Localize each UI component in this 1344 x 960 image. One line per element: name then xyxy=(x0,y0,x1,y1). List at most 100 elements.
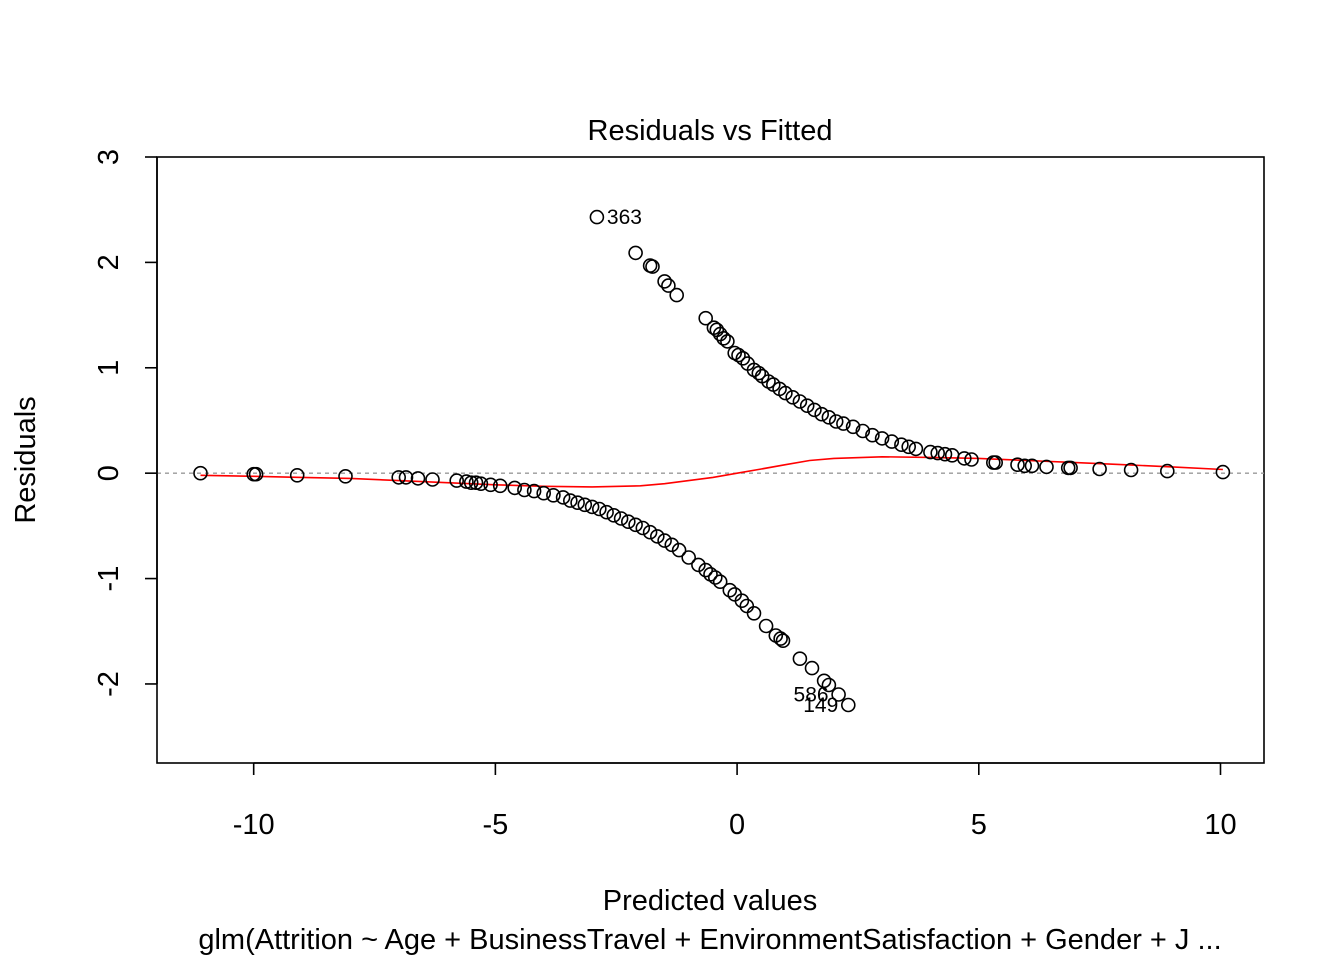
residual-point xyxy=(526,483,542,499)
residual-point xyxy=(908,441,924,457)
residual-point xyxy=(645,259,660,274)
residual-point xyxy=(778,385,793,401)
residual-point xyxy=(930,445,946,461)
residual-point xyxy=(562,493,578,508)
residual-point xyxy=(391,470,407,485)
x-tick-label: -5 xyxy=(482,809,508,841)
residual-point xyxy=(398,470,414,485)
residual-point xyxy=(831,687,846,702)
residual-point xyxy=(1024,458,1040,474)
plot-frame xyxy=(156,156,1265,764)
y-tick-label: 1 xyxy=(93,360,125,376)
residual-point xyxy=(338,468,353,484)
residual-point xyxy=(410,471,426,486)
residual-point xyxy=(589,209,605,225)
residual-point xyxy=(828,414,844,429)
residual-point xyxy=(799,398,815,414)
y-tick-label: 0 xyxy=(93,465,125,481)
residual-point xyxy=(1010,457,1025,473)
residual-point xyxy=(691,557,706,573)
residual-point xyxy=(657,533,672,548)
residual-point xyxy=(836,416,851,431)
residual-point xyxy=(758,618,774,634)
residual-point xyxy=(840,697,856,713)
residual-point xyxy=(988,455,1004,470)
y-tick-label: 3 xyxy=(93,149,125,165)
residual-point xyxy=(649,529,665,544)
residual-point xyxy=(669,287,685,303)
residual-point xyxy=(1017,458,1032,474)
residual-point xyxy=(635,520,651,536)
residual-point xyxy=(731,347,746,363)
residual-point xyxy=(956,451,972,466)
residual-point xyxy=(507,480,523,496)
residual-point xyxy=(698,310,714,326)
residual-point xyxy=(720,334,735,349)
residual-point xyxy=(1160,463,1175,479)
residual-point xyxy=(923,444,938,460)
residual-point xyxy=(661,278,676,293)
smooth-line xyxy=(200,455,1223,488)
residual-point xyxy=(1063,460,1078,476)
residual-point xyxy=(735,350,751,366)
residual-point xyxy=(785,389,801,405)
residual-point xyxy=(901,439,917,455)
residual-point xyxy=(821,677,837,693)
residual-point xyxy=(698,562,714,578)
residual-point xyxy=(492,478,508,494)
residual-point xyxy=(821,409,837,425)
residual-point xyxy=(816,673,832,689)
y-axis: -2 -1 0 1 2 3 xyxy=(93,149,158,697)
residual-point xyxy=(425,472,440,487)
residual-point xyxy=(546,487,561,503)
model-formula-subtitle: glm(Attrition ~ Age + BusinessTravel + E… xyxy=(198,924,1221,956)
residual-point xyxy=(712,574,728,590)
residual-point xyxy=(671,542,687,558)
x-tick-label: 0 xyxy=(729,809,745,841)
points-group xyxy=(193,209,1231,713)
residual-point xyxy=(874,431,890,446)
residual-point xyxy=(804,660,820,676)
residual-point xyxy=(599,504,614,520)
residual-point xyxy=(773,631,788,646)
y-axis-label: Residuals xyxy=(10,396,42,523)
residual-point xyxy=(1215,464,1231,480)
residual-point xyxy=(807,402,822,418)
x-tick-label: 10 xyxy=(1204,809,1236,841)
residual-point xyxy=(775,633,791,649)
residual-point xyxy=(855,423,871,439)
residual-point xyxy=(449,473,465,488)
residual-point xyxy=(536,485,552,501)
residual-point xyxy=(193,465,208,481)
residual-point xyxy=(1123,462,1139,478)
residual-point xyxy=(289,467,305,483)
residual-point xyxy=(664,537,680,553)
residual-point xyxy=(584,499,600,515)
residual-point xyxy=(707,570,723,585)
residual-point xyxy=(473,476,489,492)
y-tick-label: 2 xyxy=(93,254,125,270)
residual-point xyxy=(468,475,484,491)
residual-point xyxy=(463,475,479,491)
residual-point xyxy=(248,466,264,482)
residual-point xyxy=(570,495,585,511)
x-tick-label: 5 xyxy=(971,809,987,841)
residual-point xyxy=(1039,459,1054,475)
x-tick-label: -10 xyxy=(233,809,275,841)
residual-point xyxy=(577,497,593,513)
residual-point xyxy=(657,274,672,289)
residual-point xyxy=(483,477,498,493)
point-label: 586 xyxy=(794,683,829,706)
residual-point xyxy=(716,330,731,346)
chart-title: Residuals vs Fitted xyxy=(588,115,833,147)
y-tick-label: -2 xyxy=(93,671,125,697)
residual-point xyxy=(1092,461,1107,477)
residual-point xyxy=(642,524,658,540)
residual-point xyxy=(751,365,767,381)
residual-point xyxy=(845,419,861,435)
residual-point xyxy=(517,482,532,498)
residual-point xyxy=(620,514,636,530)
residual-point xyxy=(937,446,953,462)
